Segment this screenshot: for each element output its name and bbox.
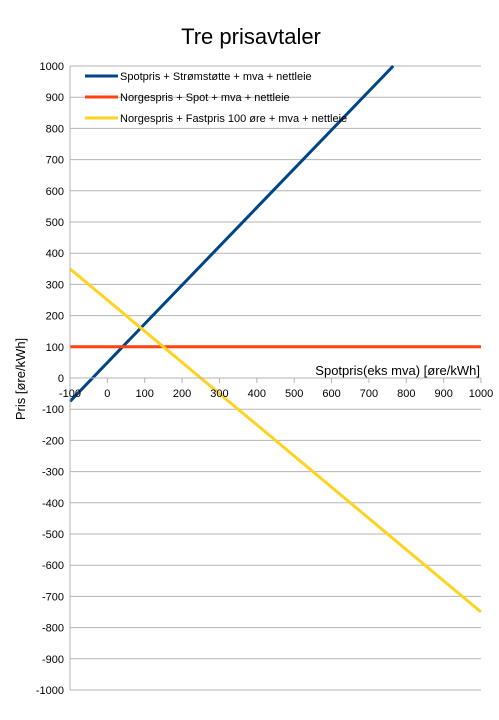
y-tick-label: 100 <box>46 342 64 354</box>
legend: Spotpris + Strømstøtte + mva + nettleie N… <box>85 71 347 125</box>
y-tick-label: 200 <box>46 311 64 323</box>
chart-title: Tre prisavtaler <box>181 24 321 49</box>
series-lines <box>68 64 482 614</box>
y-tick-label: 600 <box>46 186 64 198</box>
x-tick-label: 600 <box>322 388 340 400</box>
x-tick-label: 200 <box>173 388 191 400</box>
legend-label: Spotpris + Strømstøtte + mva + nettleie <box>120 71 312 83</box>
legend-label: Norgespris + Fastpris 100 øre + mva + ne… <box>120 113 347 125</box>
x-tick-label: 900 <box>434 388 452 400</box>
y-tick-label: -300 <box>42 467 64 479</box>
y-tick-label: -1000 <box>36 685 64 697</box>
y-tick-label: -100 <box>42 404 64 416</box>
y-axis-ticks: -1000-900-800-700-600-500-400-300-200-10… <box>36 61 64 697</box>
y-tick-label: -800 <box>42 623 64 635</box>
x-tick-label: 100 <box>136 388 154 400</box>
x-axis-ticks: -100 0 100 200 300 400 500 600 700 800 900 1000 <box>59 378 493 400</box>
y-tick-label: 500 <box>46 217 64 229</box>
y-tick-label: 700 <box>46 155 64 167</box>
x-tick-label: 700 <box>360 388 378 400</box>
x-tick-label: 400 <box>248 388 266 400</box>
y-tick-label: -600 <box>42 560 64 572</box>
x-tick-label: 800 <box>397 388 415 400</box>
y-tick-label: 300 <box>46 279 64 291</box>
x-tick-label: 500 <box>285 388 303 400</box>
x-tick-label: 300 <box>210 388 228 400</box>
y-tick-label: -500 <box>42 529 64 541</box>
y-tick-label: -200 <box>42 435 64 447</box>
x-tick-label: 0 <box>104 388 110 400</box>
y-tick-label: 0 <box>58 373 64 385</box>
x-tick-label: 1000 <box>469 388 493 400</box>
legend-label: Norgespris + Spot + mva + nettleie <box>120 92 290 104</box>
y-tick-label: -400 <box>42 498 64 510</box>
y-tick-label: 900 <box>46 92 64 104</box>
y-tick-label: -700 <box>42 591 64 603</box>
y-tick-label: 1000 <box>40 61 64 73</box>
series-line <box>69 267 482 614</box>
y-axis-title: Pris [øre/kWh] <box>13 338 28 420</box>
y-tick-label: 800 <box>46 123 64 135</box>
y-tick-label: 400 <box>46 248 64 260</box>
x-tick-label: -100 <box>59 388 81 400</box>
y-tick-label: -900 <box>42 654 64 666</box>
x-axis-title: Spotpris(eks mva) [øre/kWh] <box>315 363 480 378</box>
